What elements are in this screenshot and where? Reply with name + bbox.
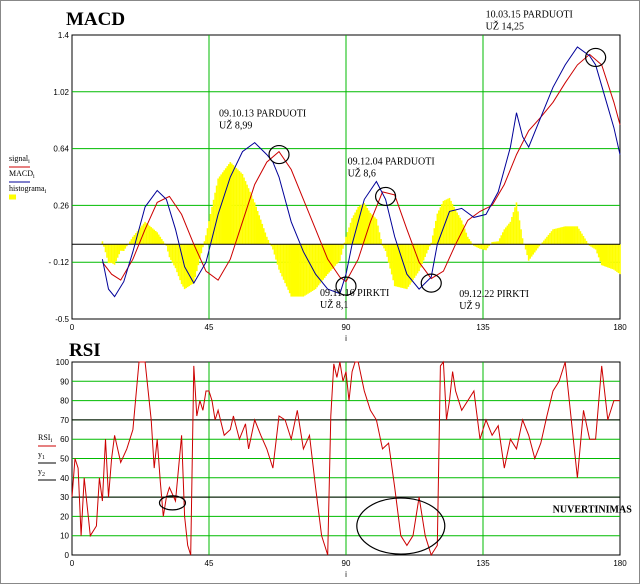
macd-title: MACD [66, 9, 125, 30]
annotation-label: UŽ 8,1 [320, 299, 348, 311]
rsi-panel: 0 45 90 135 180 0 10 20 30 40 50 60 70 80 90 100 i NUVERT… [38, 340, 632, 579]
macd-x-tick-label: 180 [613, 323, 627, 332]
macd-x-tick-label: 45 [205, 323, 214, 332]
signal-line [102, 53, 621, 283]
rsi-line [71, 360, 620, 557]
legend-signal: signali [9, 154, 30, 165]
annotation-label: 09.12.22 PIRKTI [459, 289, 529, 300]
annotation-circle [335, 276, 357, 296]
rsi-y-tick-label: 100 [56, 358, 70, 367]
macd-x-tick-label: 90 [342, 323, 351, 332]
rsi-x-tick-label: 45 [205, 559, 214, 568]
rsi-y-tick-label: 70 [60, 416, 69, 425]
rsi-y-tick-label: 50 [60, 455, 69, 464]
legend-y1: y1 [38, 450, 45, 461]
annotation-label: 10.03.15 PARDUOTI [486, 9, 573, 20]
legend-y2: y2 [38, 467, 45, 478]
macd-panel: 0 45 90 135 180 -0.5 - 0.12 0.26 0.64 1.02 1.4 i 09.… [9, 9, 627, 343]
annotation-circle [374, 186, 397, 207]
annotation-label: UŽ 8,6 [348, 167, 376, 179]
oversold-ellipse-large [356, 497, 446, 555]
macd-y-tick-label: 1.02 [53, 88, 69, 97]
rsi-y-tick-label: 30 [60, 493, 69, 502]
macd-x-axis-label: i [345, 334, 347, 343]
annotation-label: 09.10.13 PARDUOTI [219, 109, 306, 120]
rsi-y-tick-label: 60 [60, 435, 69, 444]
rsi-y-tick-label: 0 [65, 551, 70, 560]
macd-y-tick-label: -0.5 [55, 315, 69, 324]
macd-line [101, 46, 621, 298]
annotation-label: UŽ 14,25 [486, 20, 524, 32]
rsi-y-tick-label: 10 [60, 532, 69, 541]
rsi-x-tick-label: 135 [476, 559, 490, 568]
macd-y-tick-label: - 0.12 [49, 258, 70, 267]
macd-x-tick-label: 0 [70, 323, 75, 332]
rsi-annotation-label: NUVERTINIMAS [553, 504, 633, 515]
rsi-x-axis-label: i [345, 570, 347, 579]
annotation-circle [268, 144, 290, 165]
macd-y-tick-label: 0.26 [53, 201, 69, 210]
legend-rsi: RSIi [38, 433, 52, 444]
rsi-y-tick-label: 90 [60, 377, 69, 386]
oversold-ellipse-small [158, 495, 187, 511]
annotation-label: 09.11.16 PIRKTI [320, 288, 389, 299]
rsi-y-tick-label: 20 [60, 512, 69, 521]
macd-y-tick-label: 0.64 [53, 145, 69, 154]
rsi-x-tick-label: 180 [613, 559, 627, 568]
rsi-x-tick-label: 0 [70, 559, 75, 568]
rsi-title: RSI [69, 340, 101, 361]
annotation-circle [585, 47, 607, 68]
annotation-label: UŽ 9 [459, 300, 480, 312]
annotation-label: UŽ 8,99 [219, 120, 252, 132]
legend-histogram: histogramai [9, 184, 47, 195]
macd-x-tick-label: 135 [476, 323, 490, 332]
annotation-circle [420, 273, 442, 293]
rsi-y-tick-label: 40 [60, 474, 69, 483]
rsi-y-tick-label: 80 [60, 397, 69, 406]
rsi-legend: RSIi y1 y2 [38, 433, 56, 481]
macd-y-tick-label: 1.4 [58, 31, 70, 40]
macd-legend: signali MACDi histogramai [9, 154, 47, 200]
rsi-x-tick-label: 90 [342, 559, 351, 568]
legend-macd: MACDi [9, 169, 35, 180]
annotation-label: 09.12.04 PARDUOTI [348, 156, 435, 167]
